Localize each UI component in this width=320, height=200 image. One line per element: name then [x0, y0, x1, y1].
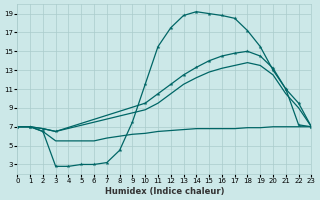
X-axis label: Humidex (Indice chaleur): Humidex (Indice chaleur) — [105, 187, 224, 196]
